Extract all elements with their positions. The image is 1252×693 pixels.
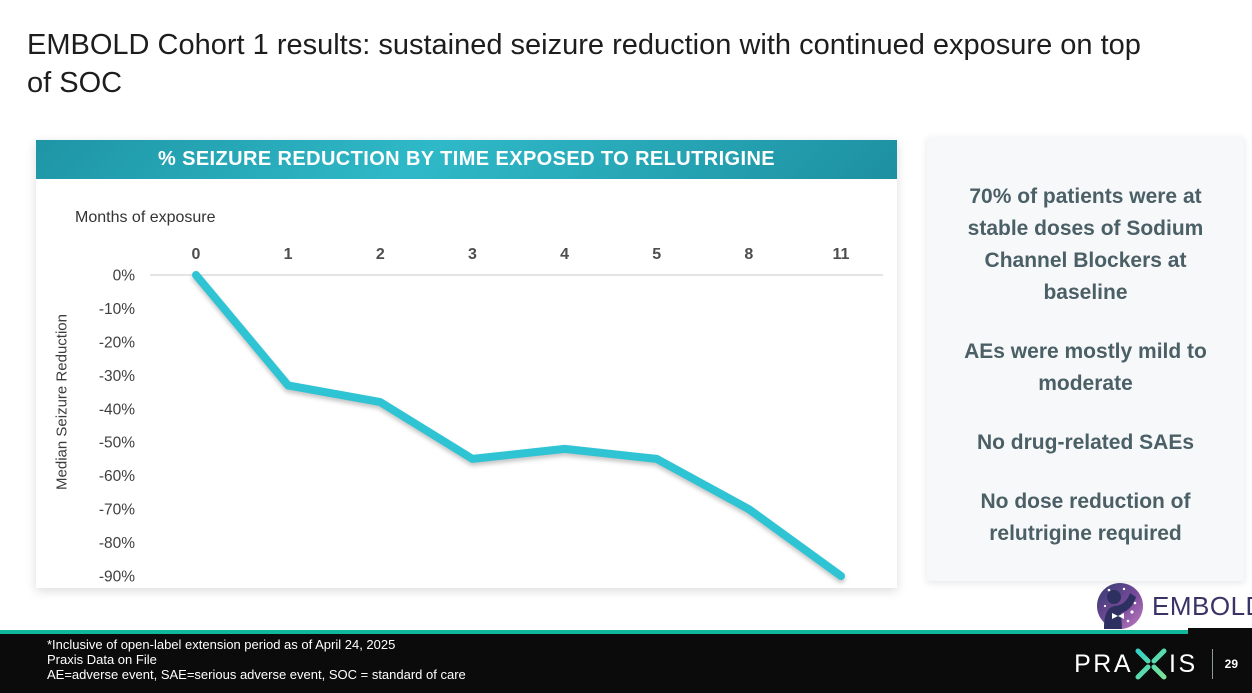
logo-divider bbox=[1211, 649, 1213, 679]
x-tick-label: 8 bbox=[744, 246, 753, 263]
x-tick-label: 11 bbox=[833, 246, 850, 263]
x-tick-label: 1 bbox=[284, 246, 293, 263]
footnote-line: AE=adverse event, SAE=serious adverse ev… bbox=[47, 666, 466, 682]
key-findings-panel: 70% of patients were at stable doses of … bbox=[927, 137, 1244, 581]
chart-banner-title: % SEIZURE REDUCTION BY TIME EXPOSED TO R… bbox=[36, 140, 897, 179]
seizure-reduction-line-chart: 0 1 2 3 4 5 8 11 0% -10% -20% -30% -40% -50% -60% -70% -… bbox=[99, 246, 883, 585]
x-tick-label: 0 bbox=[192, 246, 201, 263]
praxis-logo-text: PRA IS bbox=[1074, 648, 1198, 680]
x-tick-label: 2 bbox=[376, 246, 385, 263]
y-tick-label: -60% bbox=[99, 468, 135, 485]
page-number: 29 bbox=[1224, 657, 1238, 671]
sidebar-statement: AEs were mostly mild to moderate bbox=[964, 340, 1207, 395]
praxis-logo-pre: PRA bbox=[1074, 649, 1134, 678]
chart-body: Months of exposure Median Seizure Reduct… bbox=[36, 179, 897, 588]
y-tick-label: -80% bbox=[99, 535, 135, 552]
praxis-logo-post: IS bbox=[1169, 649, 1198, 678]
praxis-x-icon bbox=[1135, 648, 1167, 680]
y-tick-label: -40% bbox=[99, 401, 135, 418]
data-line bbox=[192, 271, 845, 580]
y-tick-label: 0% bbox=[113, 268, 136, 285]
y-tick-label: -70% bbox=[99, 502, 135, 519]
footer-corner-patch bbox=[1188, 628, 1252, 693]
x-tick-label: 3 bbox=[468, 246, 477, 263]
y-tick-label: -10% bbox=[99, 301, 135, 318]
chart-card: % SEIZURE REDUCTION BY TIME EXPOSED TO R… bbox=[36, 140, 897, 588]
sidebar-statement: 70% of patients were at stable doses of … bbox=[967, 185, 1204, 304]
footer-bar: *Inclusive of open-label extension perio… bbox=[0, 630, 1252, 693]
sidebar-statement: No drug-related SAEs bbox=[976, 431, 1195, 454]
page-title: EMBOLD Cohort 1 results: sustained seizu… bbox=[27, 29, 1141, 99]
sidebar-statement: No dose reduction of relutrigine require… bbox=[980, 490, 1191, 545]
x-axis-title: Months of exposure bbox=[75, 209, 216, 226]
footnote-line: *Inclusive of open-label extension perio… bbox=[47, 637, 396, 652]
embold-logo-icon bbox=[1097, 583, 1143, 629]
x-tick-label: 5 bbox=[652, 246, 661, 263]
praxis-logo: PRA IS 29 bbox=[1074, 648, 1238, 680]
x-tick-label: 4 bbox=[560, 246, 569, 263]
y-tick-label: -30% bbox=[99, 368, 135, 385]
y-tick-label: -20% bbox=[99, 334, 135, 351]
footnote-line: Praxis Data on File bbox=[47, 651, 157, 667]
embold-logo: EMBOLD bbox=[1097, 583, 1252, 629]
y-tick-label: -50% bbox=[99, 435, 135, 452]
footnotes: *Inclusive of open-label extension perio… bbox=[0, 634, 1252, 682]
embold-logo-text: EMBOLD bbox=[1152, 590, 1252, 621]
y-tick-label: -90% bbox=[99, 568, 135, 585]
